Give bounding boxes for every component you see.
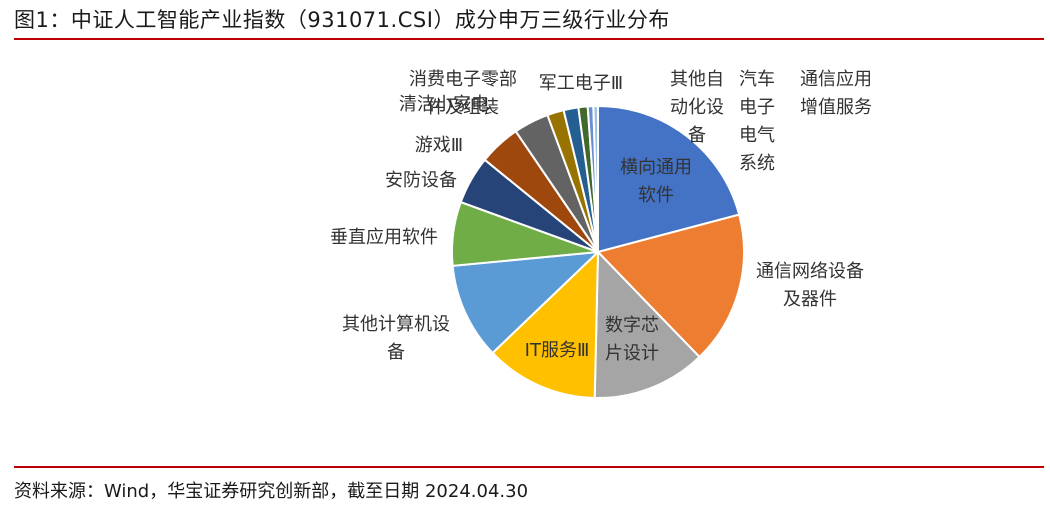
source-note: 资料来源：Wind，华宝证券研究创新部，截至日期 2024.04.30 — [14, 481, 529, 502]
slice-label: 游戏Ⅲ — [415, 135, 463, 156]
slice-label: 通信应用增值服务 — [800, 69, 872, 118]
slice-label: 通信网络设备及器件 — [756, 261, 864, 310]
slice-label: IT服务Ⅲ — [525, 340, 590, 361]
pie-slice — [596, 213, 746, 359]
slice-label: 其他计算机设备 — [342, 314, 450, 363]
slice-label: 清洁小家电 — [399, 94, 489, 115]
slice-label: 消费电子零部件及组装 — [409, 69, 517, 118]
slice-label: 军工电子Ⅲ — [539, 73, 623, 94]
slice-label: 数字芯片设计 — [605, 315, 659, 364]
chart-title: 图1：中证人工智能产业指数（931071.CSI）成分申万三级行业分布 — [14, 8, 670, 32]
slice-label: 汽车电子电气系统 — [739, 69, 775, 174]
pie-slice — [491, 249, 600, 399]
pie-slices — [451, 104, 746, 399]
pie-slice — [592, 104, 599, 253]
slice-label: 横向通用软件 — [620, 157, 692, 206]
title-divider — [14, 38, 1044, 40]
slice-label: 其他自动化设备 — [670, 69, 724, 146]
pie-slice — [451, 250, 601, 355]
source-divider — [14, 466, 1044, 468]
slice-label: 安防设备 — [385, 170, 457, 191]
pie-slice — [593, 249, 701, 399]
slice-label: 垂直应用软件 — [330, 227, 438, 248]
pie-slice — [597, 104, 741, 254]
